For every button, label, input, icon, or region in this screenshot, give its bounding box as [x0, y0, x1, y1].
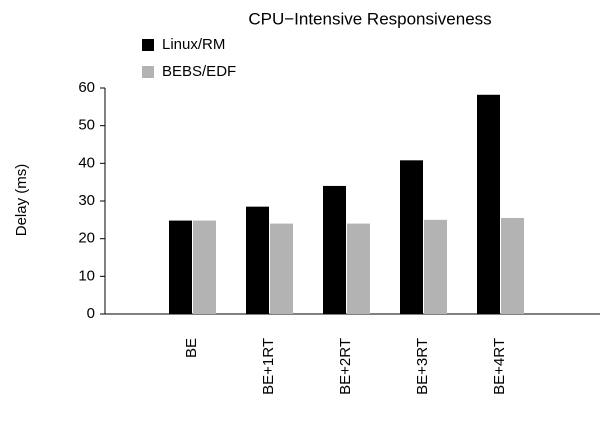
x-tick-label: BE+1RT — [260, 338, 277, 395]
legend-label: BEBS/EDF — [162, 63, 236, 80]
y-tick-label: 10 — [78, 267, 95, 284]
bar — [400, 160, 423, 314]
bar — [193, 220, 216, 314]
bar — [424, 219, 447, 314]
y-tick-label: 50 — [78, 117, 95, 134]
legend-label: Linux/RM — [162, 36, 225, 53]
y-tick-label: 20 — [78, 230, 95, 247]
y-tick-label: 0 — [87, 305, 95, 322]
bar — [270, 223, 293, 314]
legend-swatch — [142, 66, 154, 78]
y-tick-label: 60 — [78, 79, 95, 96]
y-tick-label: 40 — [78, 154, 95, 171]
bar — [246, 206, 269, 314]
x-tick-label: BE+2RT — [337, 338, 354, 395]
x-tick-label: BE — [183, 338, 200, 358]
y-axis-label: Delay (ms) — [13, 164, 30, 237]
bar — [323, 185, 346, 314]
bar — [477, 94, 500, 314]
y-tick-label: 30 — [78, 192, 95, 209]
chart-title: CPU−Intensive Responsiveness — [248, 9, 491, 28]
x-tick-label: BE+3RT — [414, 338, 431, 395]
bar — [501, 217, 524, 314]
bar — [169, 220, 192, 314]
x-tick-label: BE+4RT — [491, 338, 508, 395]
bar — [347, 223, 370, 314]
legend-swatch — [142, 39, 154, 51]
